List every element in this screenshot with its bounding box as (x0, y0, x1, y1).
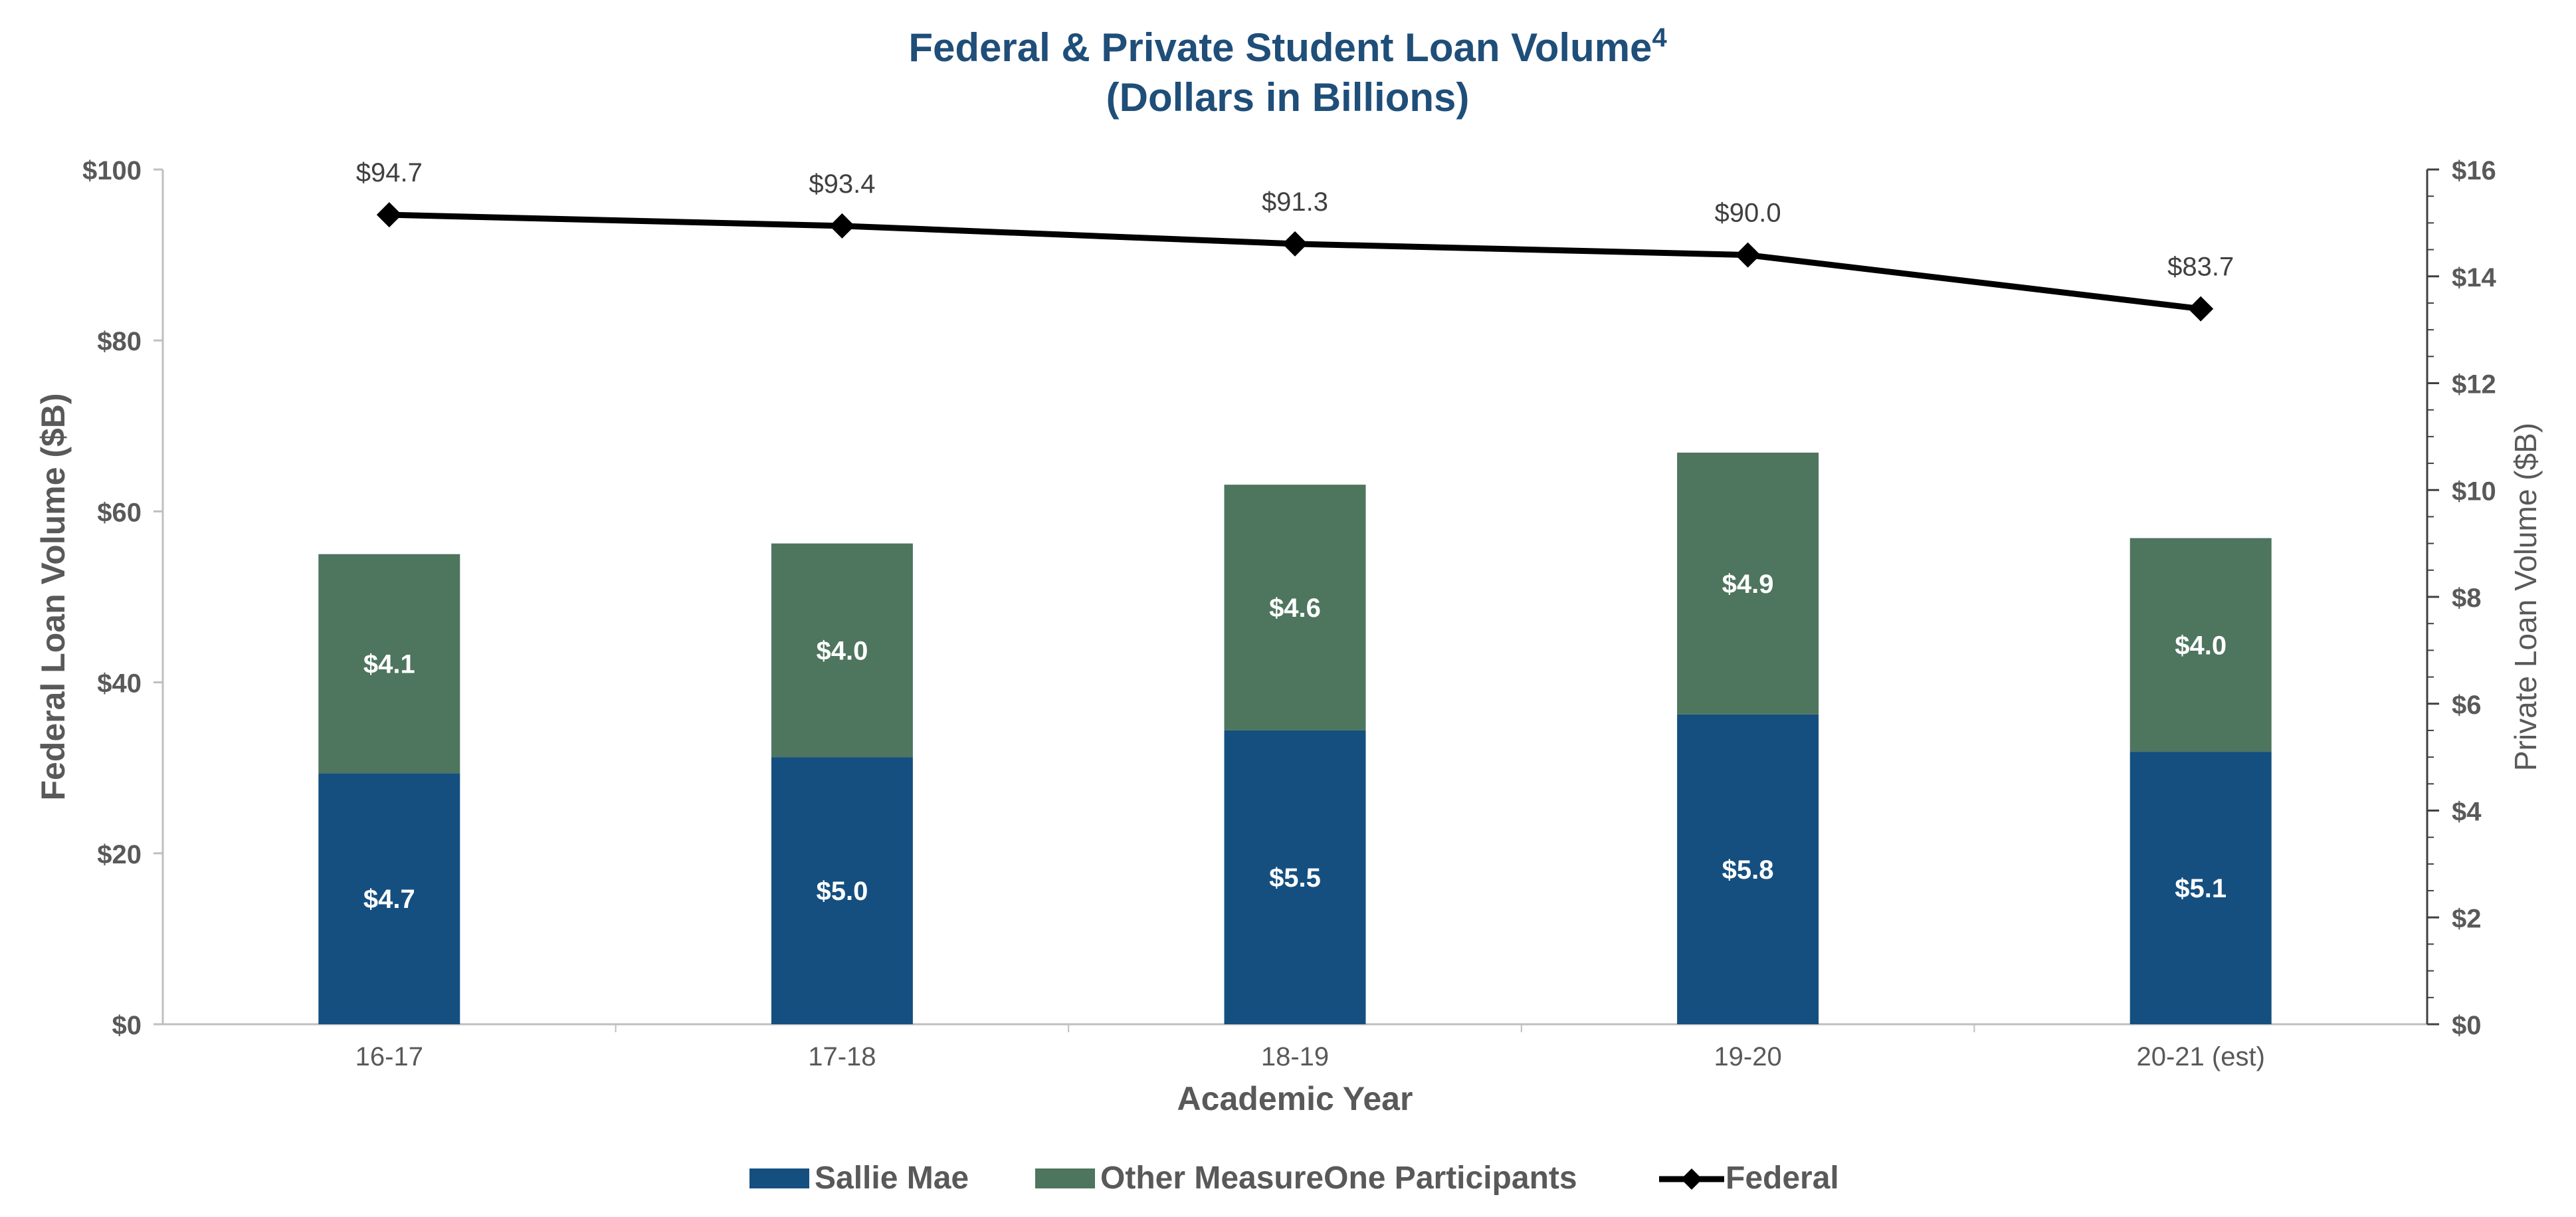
federal-data-label: $91.3 (1262, 187, 1328, 217)
legend: Sallie Mae Other MeasureOne Participants F… (749, 1161, 1839, 1196)
left-axis-title: Federal Loan Volume ($B) (35, 393, 72, 800)
federal-marker (2188, 296, 2214, 322)
x-tick-label: 18-19 (1261, 1042, 1329, 1071)
bar-label-other-measureone: $4.9 (1722, 570, 1774, 599)
right-tick-label: $14 (2452, 263, 2496, 292)
chart-title-superscript: 4 (1652, 23, 1667, 53)
federal-data-label: $94.7 (356, 158, 423, 187)
federal-marker (829, 213, 855, 239)
right-axis-title: Private Loan Volume ($B) (2508, 423, 2543, 771)
bar-sallie-mae (1224, 730, 1366, 1024)
bar-other-measureone (1224, 485, 1366, 730)
federal-marker (376, 202, 402, 228)
x-axis-title: Academic Year (1177, 1080, 1413, 1117)
bar-label-other-measureone: $4.6 (1269, 594, 1321, 623)
legend-swatch-sallie-mae (749, 1168, 809, 1188)
bar-label-sallie-mae: $4.7 (363, 885, 415, 914)
right-tick-label: $12 (2452, 370, 2496, 399)
chart-title: Federal & Private Student Loan Volume4 (908, 23, 1667, 70)
bar-label-other-measureone: $4.0 (816, 636, 868, 665)
bar-label-other-measureone: $4.1 (363, 649, 415, 679)
bar-sallie-mae (2130, 752, 2272, 1024)
bar-other-measureone (771, 543, 913, 758)
right-tick-label: $10 (2452, 477, 2496, 506)
legend-swatch-other-measureone (1035, 1168, 1095, 1188)
bar-other-measureone (1677, 452, 1819, 715)
bar-sallie-mae (318, 773, 460, 1024)
bar-label-other-measureone: $4.0 (2175, 631, 2227, 660)
bar-sallie-mae (1677, 714, 1819, 1024)
bar-label-sallie-mae: $5.5 (1269, 863, 1321, 893)
legend-label-federal: Federal (1726, 1161, 1839, 1196)
federal-data-label: $90.0 (1715, 199, 1781, 228)
x-tick-label: 20-21 (est) (2136, 1042, 2264, 1071)
right-tick-label: $2 (2452, 904, 2482, 933)
bars: $4.7 $4.1 $5.0 $4.0 $5.5 $4.6 $5.8 $4.9 $5.1 $4.0 (318, 452, 2272, 1024)
chart-title-text: Federal & Private Student Loan Volume (908, 25, 1652, 70)
left-tick-label: $0 (112, 1011, 142, 1040)
left-tick-label: $20 (97, 840, 142, 869)
left-tick-label: $40 (97, 669, 142, 699)
bar-other-measureone (2130, 538, 2272, 752)
legend-label-other-measureone: Other MeasureOne Participants (1100, 1161, 1577, 1196)
x-tick-label: 19-20 (1714, 1042, 1781, 1071)
federal-line-path (389, 211, 2201, 312)
left-tick-label: $100 (82, 156, 142, 185)
x-tick-label: 16-17 (355, 1042, 423, 1071)
legend-label-sallie-mae: Sallie Mae (815, 1161, 969, 1196)
federal-line: $94.7 $93.4 $91.3 $90.0 $83.7 (356, 158, 2234, 322)
right-tick-label: $0 (2452, 1011, 2482, 1040)
x-tick-label: 17-18 (808, 1042, 876, 1071)
chart-subtitle: (Dollars in Billions) (1106, 75, 1470, 120)
federal-marker (1282, 231, 1308, 257)
federal-marker (1735, 242, 1761, 268)
bar-label-sallie-mae: $5.8 (1722, 855, 1774, 885)
legend-swatch-federal-marker (1681, 1168, 1702, 1190)
left-tick-label: $80 (97, 327, 142, 356)
federal-data-label: $83.7 (2167, 253, 2234, 282)
bar-other-measureone (318, 554, 460, 774)
right-tick-label: $4 (2452, 798, 2482, 827)
bar-label-sallie-mae: $5.1 (2175, 874, 2227, 903)
right-tick-label: $8 (2452, 584, 2482, 613)
axes: $0 $20 $40 $60 $80 $100 $0 $2 $4 $6 $8 $10 $12 $14 $16… (35, 156, 2543, 1117)
bar-sallie-mae (771, 757, 913, 1024)
federal-data-label: $93.4 (809, 169, 875, 199)
left-tick-label: $60 (97, 498, 142, 527)
bar-label-sallie-mae: $5.0 (816, 877, 868, 906)
right-tick-label: $16 (2452, 156, 2496, 185)
right-tick-label: $6 (2452, 691, 2482, 720)
